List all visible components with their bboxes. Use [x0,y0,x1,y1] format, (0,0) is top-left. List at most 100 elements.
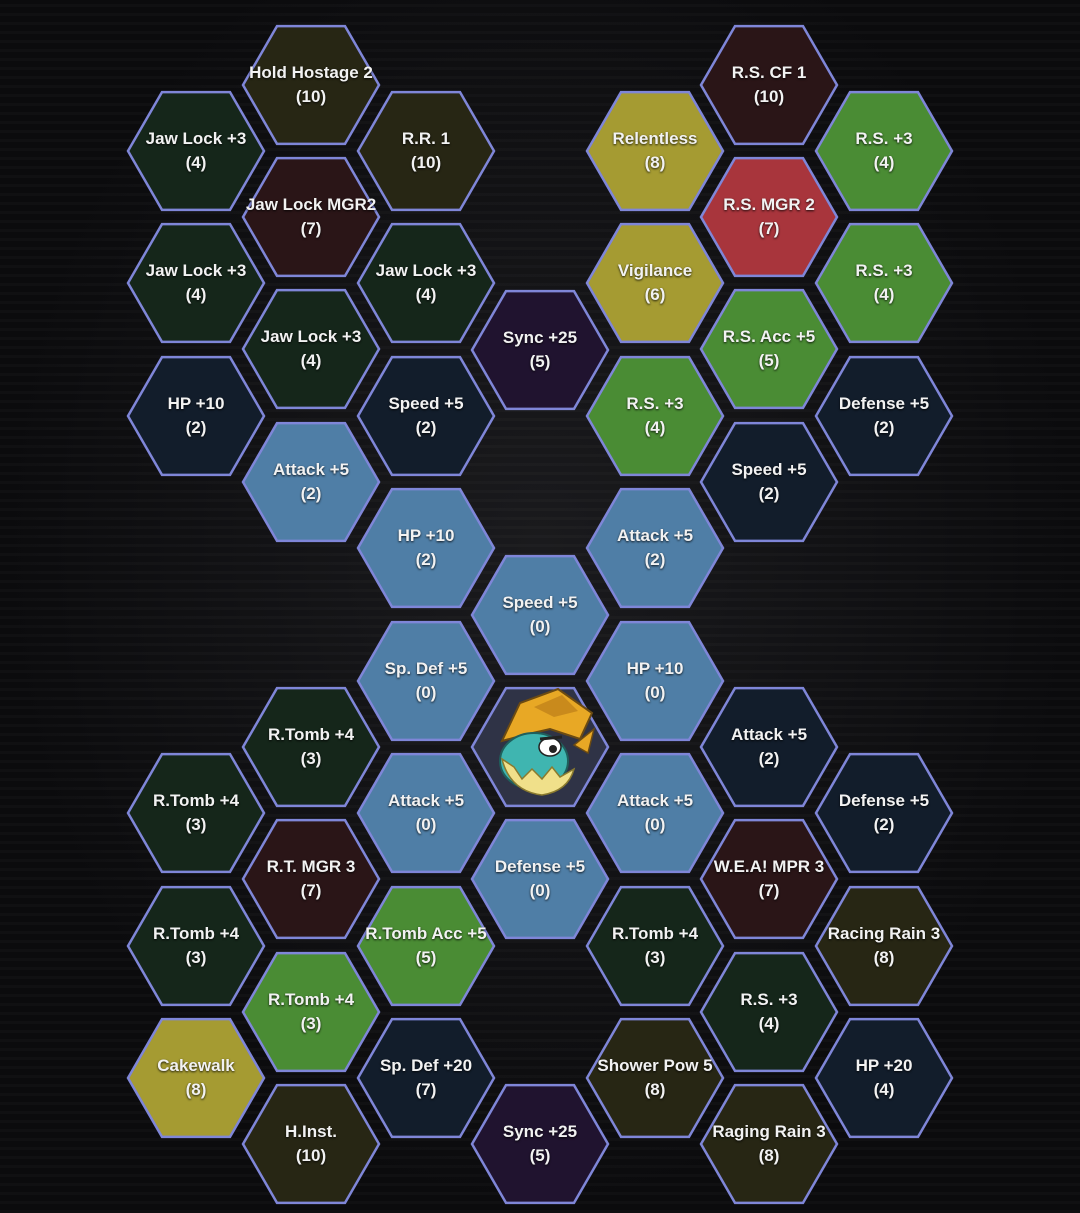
hex-tile-shape[interactable] [126,355,266,477]
hex-tile-shape[interactable] [126,90,266,212]
sync-tile-cakewalk[interactable] [126,1017,266,1139]
sync-tile-r-s-mgr-2[interactable] [699,156,839,278]
hex-tile-shape[interactable] [585,1017,725,1139]
hex-tile-shape[interactable] [814,355,954,477]
hex-tile-shape[interactable] [126,885,266,1007]
sync-tile-r-tomb-4[interactable] [126,752,266,874]
hex-tile-shape[interactable] [699,818,839,940]
hex-tile-shape[interactable] [814,1017,954,1139]
sync-tile-racing-rain-3[interactable] [814,885,954,1007]
hex-tile-shape[interactable] [699,1083,839,1205]
hex-tile-shape[interactable] [585,90,725,212]
hex-tile-shape[interactable] [699,24,839,146]
center-pokemon-tile [470,686,610,808]
sync-tile-attack-5[interactable] [585,752,725,874]
sync-tile-r-tomb-4[interactable] [585,885,725,1007]
hex-tile-shape[interactable] [126,1017,266,1139]
sync-tile-defense-5[interactable] [814,752,954,874]
sync-tile-r-s-3[interactable] [585,355,725,477]
hex-tile-shape[interactable] [814,222,954,344]
sync-tile-sp-def-20[interactable] [356,1017,496,1139]
sync-tile-speed-5[interactable] [356,355,496,477]
sync-tile-sp-def-5[interactable] [356,620,496,742]
sync-tile-r-r-1[interactable] [356,90,496,212]
hex-tile-shape[interactable] [699,421,839,543]
hex-tile-shape[interactable] [241,288,381,410]
sync-tile-r-s-3[interactable] [814,90,954,212]
sync-tile-r-tomb-acc-5[interactable] [356,885,496,1007]
hex-tile-shape[interactable] [585,355,725,477]
hex-tile-shape[interactable] [241,24,381,146]
hex-tile-shape[interactable] [241,686,381,808]
hex-tile-shape[interactable] [356,487,496,609]
sync-tile-jaw-lock-3[interactable] [241,288,381,410]
hex-tile-shape[interactable] [241,156,381,278]
hex-tile-shape[interactable] [585,222,725,344]
hex-tile-shape[interactable] [241,1083,381,1205]
hex-tile-shape[interactable] [356,752,496,874]
hex-tile-shape[interactable] [356,355,496,477]
hex-tile-shape[interactable] [699,686,839,808]
sync-tile-hp-20[interactable] [814,1017,954,1139]
hex-tile-shape[interactable] [356,222,496,344]
hex-tile-shape[interactable] [814,90,954,212]
sync-tile-attack-5[interactable] [356,752,496,874]
sync-tile-w-e-a-mpr-3[interactable] [699,818,839,940]
sync-tile-shower-pow-5[interactable] [585,1017,725,1139]
sync-tile-attack-5[interactable] [585,487,725,609]
hex-tile-shape[interactable] [356,90,496,212]
sync-tile-r-s-cf-1[interactable] [699,24,839,146]
hex-tile-shape[interactable] [699,951,839,1073]
sync-tile-attack-5[interactable] [699,686,839,808]
hex-tile-shape[interactable] [814,752,954,874]
sync-tile-jaw-lock-3[interactable] [126,90,266,212]
hex-tile-shape[interactable] [699,156,839,278]
hex-tile-shape[interactable] [241,818,381,940]
sync-tile-attack-5[interactable] [241,421,381,543]
hex-tile-shape[interactable] [470,818,610,940]
hex-tile-shape[interactable] [585,885,725,1007]
hex-tile-shape[interactable] [585,752,725,874]
hex-tile-shape[interactable] [356,620,496,742]
sync-tile-r-s-3[interactable] [814,222,954,344]
sync-tile-r-tomb-4[interactable] [241,686,381,808]
sync-tile-r-s-3[interactable] [699,951,839,1073]
sync-tile-r-t-mgr-3[interactable] [241,818,381,940]
sync-tile-speed-5[interactable] [470,554,610,676]
sync-tile-speed-5[interactable] [699,421,839,543]
hex-tile-shape[interactable] [356,1017,496,1139]
sync-tile-jaw-lock-3[interactable] [126,222,266,344]
sync-tile-h-inst[interactable] [241,1083,381,1205]
sync-tile-sync-25[interactable] [470,1083,610,1205]
hex-tile-shape[interactable] [470,554,610,676]
sync-tile-hp-10[interactable] [585,620,725,742]
sync-tile-relentless[interactable] [585,90,725,212]
hex-tile-shape[interactable] [699,288,839,410]
sync-tile-jaw-lock-mgr2[interactable] [241,156,381,278]
hex-tile-shape[interactable] [814,885,954,1007]
sync-tile-hp-10[interactable] [126,355,266,477]
sync-tile-vigilance[interactable] [585,222,725,344]
hex-tile-shape[interactable] [241,421,381,543]
drednaw-pokemon-icon [499,687,596,796]
hex-tile-shape[interactable] [470,289,610,411]
sync-tile-defense-5[interactable] [470,818,610,940]
sync-tile-jaw-lock-3[interactable] [356,222,496,344]
hex-tile-shape[interactable] [585,487,725,609]
sync-tile-hold-hostage-2[interactable] [241,24,381,146]
sync-tile-raging-rain-3[interactable] [699,1083,839,1205]
hex-tile-shape[interactable] [470,1083,610,1205]
hex-tile-shape[interactable] [126,752,266,874]
hex-tile-shape[interactable] [241,951,381,1073]
hex-tile-shape[interactable] [126,222,266,344]
sync-tile-r-tomb-4[interactable] [126,885,266,1007]
sync-tile-defense-5[interactable] [814,355,954,477]
sync-tile-r-tomb-4[interactable] [241,951,381,1073]
hex-tile-shape[interactable] [356,885,496,1007]
sync-tile-sync-25[interactable] [470,289,610,411]
sync-tile-r-s-acc-5[interactable] [699,288,839,410]
hex-tile-shape[interactable] [585,620,725,742]
sync-tile-hp-10[interactable] [356,487,496,609]
